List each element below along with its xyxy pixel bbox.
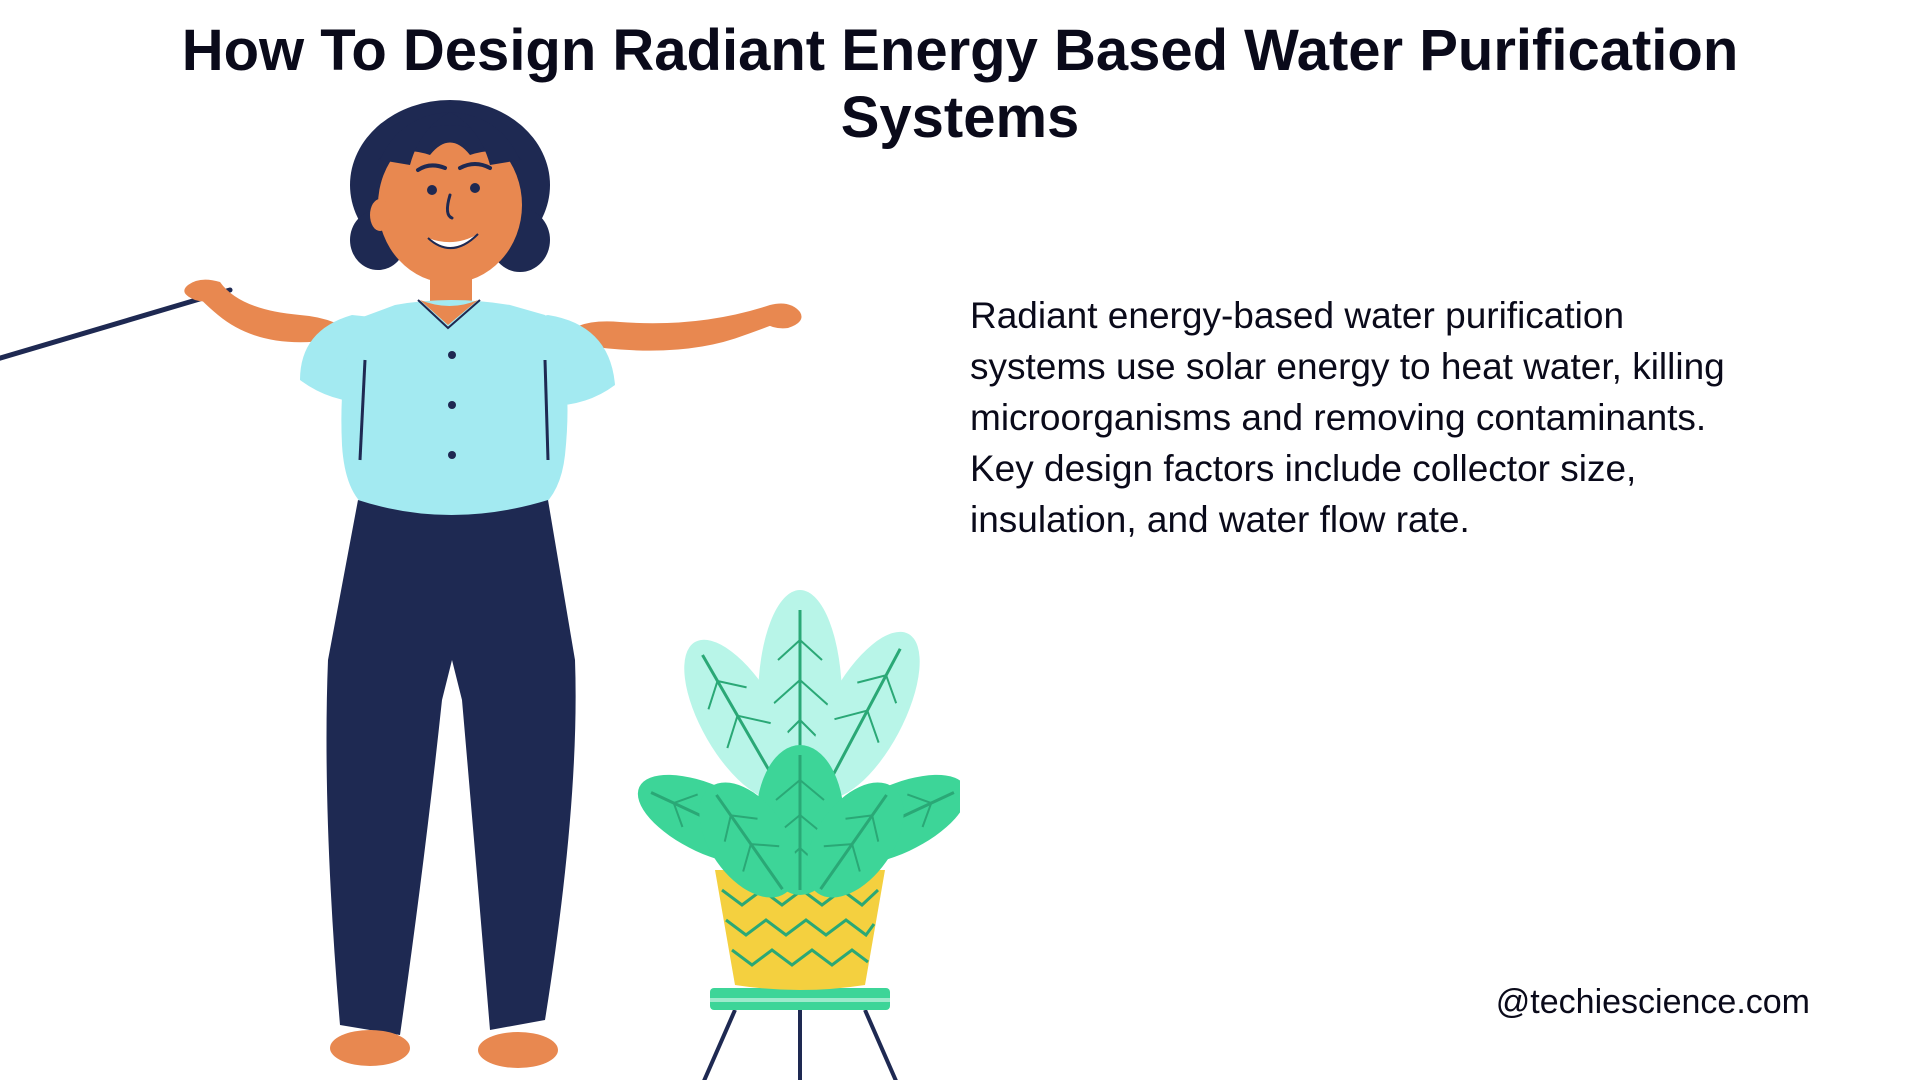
plant-icon <box>625 590 960 1080</box>
teacher-plant-illustration <box>0 100 960 1080</box>
attribution-handle: @techiescience.com <box>1496 983 1810 1022</box>
pointer-stick-icon <box>0 290 230 370</box>
description-paragraph: Radiant energy-based water purification … <box>970 290 1760 545</box>
person-icon <box>184 100 801 1068</box>
